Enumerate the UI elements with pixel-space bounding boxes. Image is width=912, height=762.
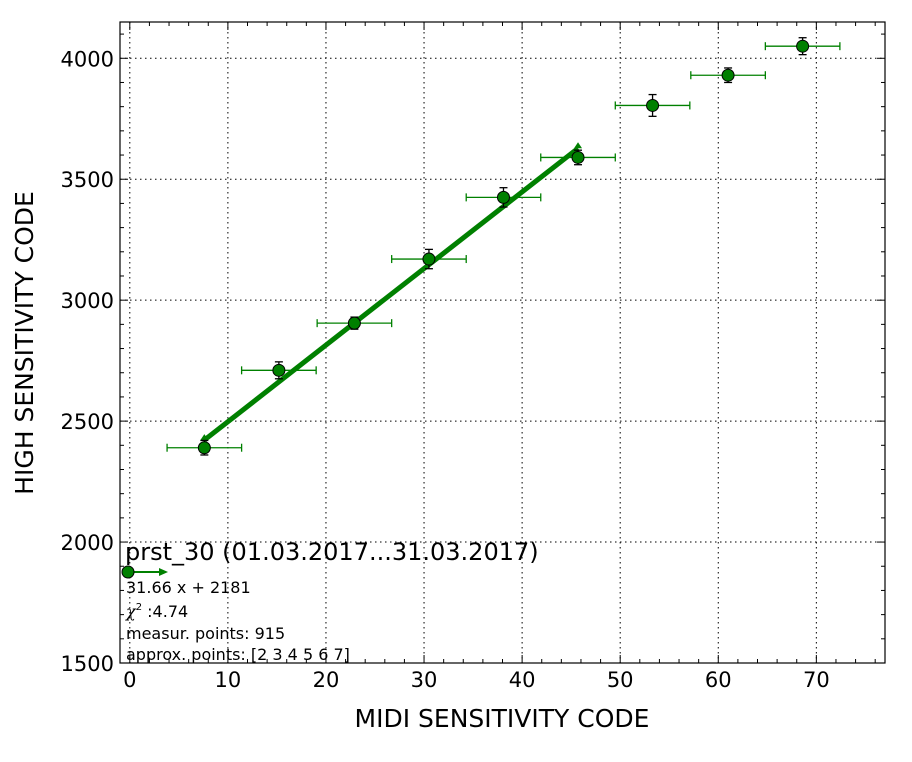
approx-points: approx. points: [2 3 4 5 6 7] (126, 645, 350, 664)
chi-superscript: 2 (136, 602, 142, 613)
y-tick-label: 4000 (61, 47, 114, 71)
data-point-group (316, 316, 393, 330)
fit-layer (200, 142, 583, 443)
ticks (120, 22, 885, 664)
legend-point (121, 565, 135, 579)
x-tick-label: 50 (607, 668, 634, 692)
y-tick-label: 3500 (61, 168, 114, 192)
plot-frame (119, 21, 886, 664)
grid (120, 22, 885, 663)
data-point (721, 68, 735, 82)
fit-equation: 31.66 x + 2181 (126, 578, 251, 597)
x-axis-title: MIDI SENSITIVITY CODE (355, 704, 650, 733)
data-point-group (166, 439, 243, 456)
chi-square: χ2 :4.74 (125, 602, 188, 621)
data-point-group (465, 187, 542, 208)
fit-line (202, 146, 580, 443)
tick-labels: 0 10 20 30 40 50 60 70 1500 2000 2500 3000 3500 4000 (61, 47, 830, 692)
legend-marker (121, 565, 168, 579)
data-point-group (391, 248, 467, 270)
data-point (646, 98, 660, 112)
data-point (571, 150, 585, 164)
x-tick-label: 60 (705, 668, 732, 692)
data-point-group (690, 67, 766, 84)
data-point-group (240, 361, 317, 380)
data-point (197, 441, 211, 455)
y-tick-label: 2000 (61, 531, 114, 555)
data-point (422, 252, 436, 266)
data-point (347, 316, 361, 330)
y-tick-label: 3000 (61, 289, 114, 313)
chi-value: :4.74 (142, 602, 188, 621)
x-tick-label: 10 (215, 668, 242, 692)
data-point-group (614, 93, 691, 117)
legend-arrow-head (159, 568, 168, 576)
data-point-group (764, 37, 841, 56)
points-layer (166, 37, 841, 456)
measur-points: measur. points: 915 (126, 624, 285, 643)
fit-line-cap (574, 142, 583, 149)
data-point-group (540, 149, 616, 166)
chi-symbol: χ (125, 602, 137, 621)
x-tick-label: 30 (411, 668, 438, 692)
fit-line-cap (200, 434, 209, 441)
x-tick-label: 0 (123, 668, 136, 692)
y-axis-title: HIGH SENSITIVITY CODE (10, 191, 39, 495)
y-tick-label: 2500 (61, 410, 114, 434)
data-point (272, 363, 286, 377)
x-tick-label: 70 (803, 668, 830, 692)
data-point (496, 190, 510, 204)
y-tick-label: 1500 (61, 652, 114, 676)
x-tick-label: 40 (509, 668, 536, 692)
data-point (796, 39, 810, 53)
chart-title: prst_30 (01.03.2017...31.03.2017) (125, 538, 539, 566)
legend-annotation: prst_30 (01.03.2017...31.03.2017) 31.66 … (121, 538, 539, 664)
x-tick-label: 20 (313, 668, 340, 692)
